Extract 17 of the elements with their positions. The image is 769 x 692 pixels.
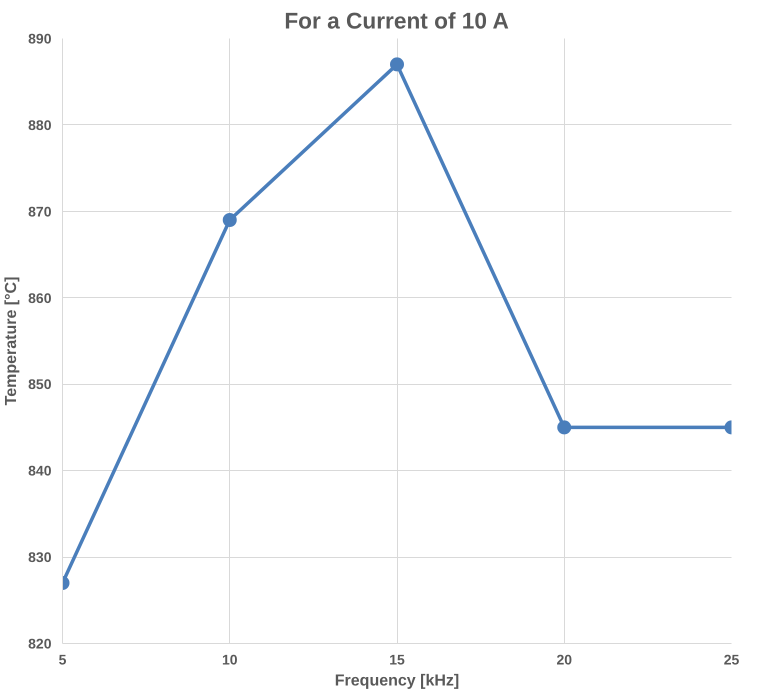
y-tick-label: 850 xyxy=(28,376,52,392)
x-tick-label: 25 xyxy=(724,652,740,668)
y-tick-label: 890 xyxy=(28,30,52,46)
y-tick-label: 870 xyxy=(28,203,52,220)
point xyxy=(390,57,404,72)
y-tick-label: 830 xyxy=(28,549,52,566)
x-axis-title: Frequency [kHz] xyxy=(334,672,460,690)
x-tick-label: 5 xyxy=(58,652,67,668)
x-tick-label: 15 xyxy=(389,652,405,668)
y-tick-label: 840 xyxy=(28,462,52,479)
x-tick-label: 20 xyxy=(556,652,572,668)
chart-title: For a Current of 10 A xyxy=(284,8,509,34)
y-tick-label: 880 xyxy=(28,116,52,133)
y-tick-label: 820 xyxy=(28,636,52,652)
y-tick-label: 860 xyxy=(28,290,52,306)
y-axis-title: Temperature [°C] xyxy=(3,276,20,406)
x-tick-label: 10 xyxy=(222,652,238,668)
